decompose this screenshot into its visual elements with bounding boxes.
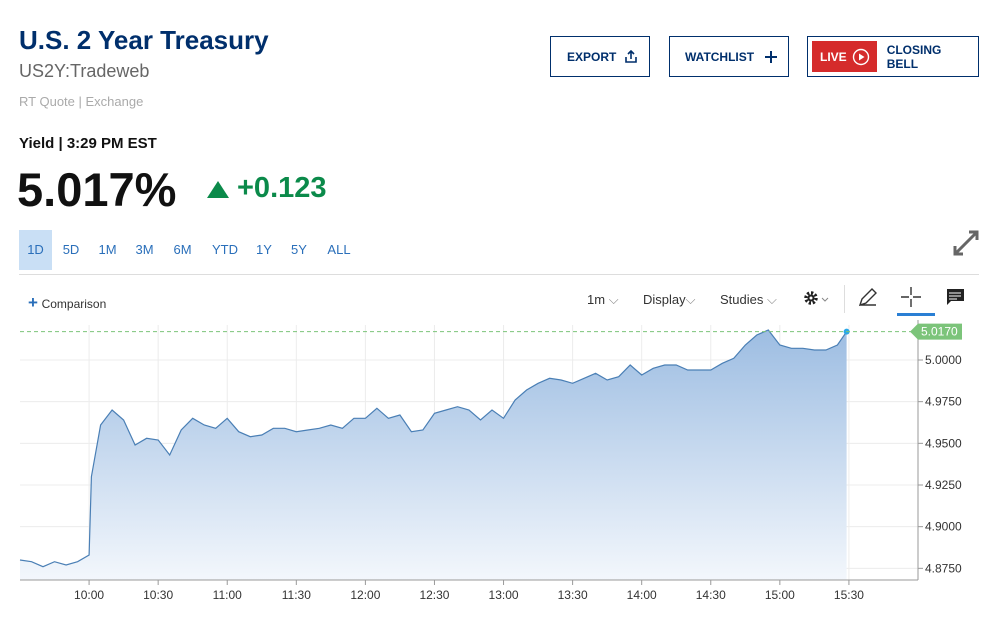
live-button[interactable]: LIVE CLOSING BELL	[807, 36, 979, 77]
x-tick-label: 12:30	[419, 588, 449, 602]
x-tick-label: 11:00	[213, 588, 242, 602]
x-tick-label: 13:00	[489, 588, 519, 602]
range-tab[interactable]: 5D	[62, 242, 80, 257]
line	[19, 329, 848, 568]
source: RT Quote | Exchange	[19, 94, 144, 109]
x-tick-label: 15:30	[834, 588, 864, 602]
x-tick-label: 13:30	[558, 588, 588, 602]
watchlist-label: WATCHLIST	[685, 49, 755, 64]
interval-menu[interactable]: 1m ⌵	[587, 292, 619, 307]
watchlist-button[interactable]: WATCHLIST	[669, 36, 789, 77]
x-tick-label: 14:00	[627, 588, 657, 602]
area-fill	[20, 330, 847, 580]
draw-icon[interactable]	[858, 287, 878, 307]
display-label: Display	[643, 292, 686, 307]
range-tab[interactable]: 1M	[98, 242, 117, 257]
symbol: US2Y:Tradeweb	[19, 61, 150, 81]
expand-icon[interactable]	[952, 229, 980, 257]
studies-menu[interactable]: Studies ⌵	[720, 292, 777, 307]
up-arrow	[207, 181, 229, 198]
quote-value: 5.017%	[17, 163, 177, 216]
range-tab[interactable]: YTD	[212, 242, 238, 257]
export-button[interactable]: EXPORT	[550, 36, 650, 77]
range-tab[interactable]: 1D	[19, 230, 52, 270]
settings-icon[interactable]	[802, 289, 832, 309]
range-tab[interactable]: 3M	[135, 242, 154, 257]
y-tick-label: 4.9500	[925, 436, 962, 450]
reference-tag	[910, 323, 962, 340]
display-menu[interactable]: Display⌵	[643, 292, 696, 307]
y-tick-label: 4.9000	[925, 520, 962, 534]
plus-icon	[765, 50, 778, 63]
x-tick-label: 14:30	[696, 588, 726, 602]
y-tick-label: 5.0000	[925, 353, 962, 367]
x-tick-label: 11:30	[282, 588, 311, 602]
play-icon	[852, 48, 869, 65]
interval-label: 1m	[587, 292, 606, 307]
comparison-label: Comparison	[41, 297, 107, 311]
comment-icon[interactable]	[945, 288, 965, 306]
x-tick-label: 12:00	[350, 588, 380, 602]
range-tab[interactable]: 1Y	[256, 242, 272, 257]
live-badge: LIVE	[812, 41, 877, 72]
divider	[19, 274, 979, 275]
export-label: EXPORT	[567, 49, 617, 64]
range-tab[interactable]: 5Y	[291, 242, 307, 257]
crosshair-icon[interactable]	[900, 286, 922, 308]
x-tick-label: 10:30	[143, 588, 173, 602]
toolbar-separator	[844, 285, 845, 313]
studies-label: Studies	[720, 292, 764, 307]
comparison-button[interactable]: + Comparison	[28, 293, 107, 312]
range-tab[interactable]: ALL	[327, 242, 351, 257]
active-tool-indicator	[897, 313, 935, 316]
reference-label: 5.0170	[921, 325, 958, 339]
x-tick-label: 10:00	[74, 588, 104, 602]
export-icon	[625, 49, 638, 63]
x-tick-label: 15:00	[765, 588, 795, 602]
y-tick-label: 4.9750	[925, 395, 962, 409]
title: U.S. 2 Year Treasury	[19, 25, 269, 55]
y-tick-label: 4.8750	[925, 561, 962, 575]
closing-bell-label: CLOSING BELL	[886, 42, 942, 71]
range-tab[interactable]: 6M	[173, 242, 192, 257]
y-tick-label: 4.9250	[925, 478, 962, 492]
quote-change: +0.123	[237, 172, 327, 204]
quote-label: Yield | 3:29 PM EST	[19, 135, 157, 152]
live-label: LIVE	[820, 49, 847, 64]
